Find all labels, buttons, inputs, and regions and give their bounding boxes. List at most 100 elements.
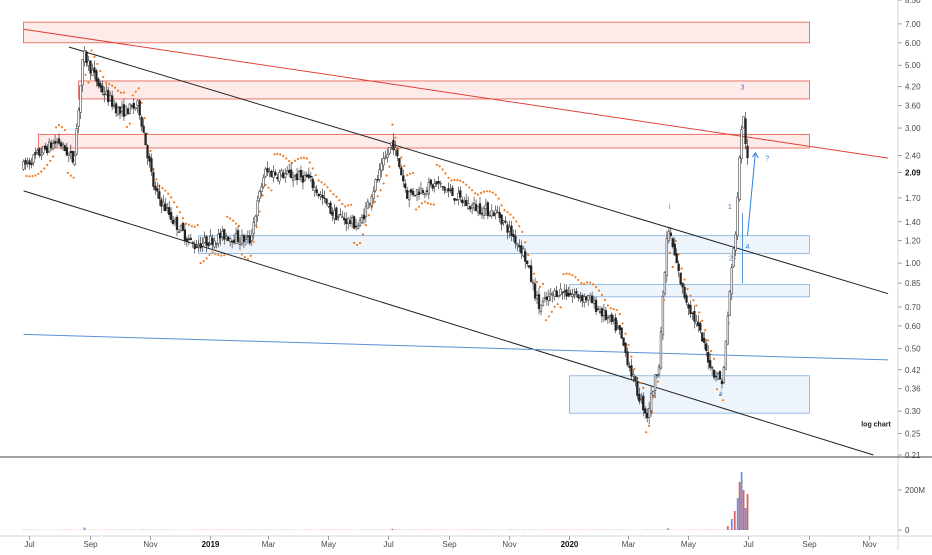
candle-body	[188, 239, 190, 240]
candle-body	[701, 333, 703, 342]
candle-body	[190, 238, 192, 240]
candle-body	[351, 217, 353, 223]
sar-dot	[692, 299, 694, 301]
sar-dot	[359, 242, 361, 244]
sar-dot	[46, 164, 48, 166]
candle-body	[530, 266, 532, 281]
candle-body	[231, 241, 233, 242]
sar-dot	[586, 281, 588, 283]
candle-body	[103, 94, 105, 95]
sar-dot	[226, 216, 228, 218]
volume-tick-label: 200M	[905, 486, 925, 495]
candle-body	[286, 171, 288, 174]
candle-body	[196, 247, 198, 248]
candle-body	[139, 101, 141, 115]
candle-body	[544, 297, 546, 298]
candle-body	[44, 146, 46, 149]
candle-body	[133, 103, 135, 108]
sar-dot	[704, 329, 706, 331]
candle-body	[575, 291, 577, 293]
demand-zone-3	[569, 376, 809, 413]
candle-body	[310, 176, 312, 177]
sar-dot	[571, 274, 573, 276]
sar-dot	[208, 254, 210, 256]
candle-body	[603, 310, 605, 315]
candle-body	[619, 325, 621, 329]
sar-dot	[604, 299, 606, 301]
candle-body	[84, 50, 86, 61]
candle-body	[699, 323, 701, 330]
candle-body	[414, 195, 416, 196]
candle-body	[371, 197, 373, 206]
candle-body	[601, 308, 603, 316]
sar-dot	[465, 184, 467, 186]
candle-body	[412, 191, 414, 195]
candle-body	[265, 169, 267, 176]
candle-body	[668, 231, 670, 240]
candle-body	[745, 119, 747, 144]
candle-body	[107, 90, 109, 102]
candle-body	[29, 161, 31, 165]
candle-body	[688, 304, 690, 308]
candle-body	[66, 148, 68, 156]
candle-body	[74, 156, 76, 165]
candle-body	[577, 295, 579, 298]
candle-body	[664, 272, 666, 293]
sar-dot	[126, 126, 128, 128]
sar-dot	[453, 179, 455, 181]
candle-body	[715, 376, 717, 377]
candle-body	[170, 212, 172, 219]
candle-body	[243, 235, 245, 241]
candle-body	[420, 189, 422, 194]
sar-dot	[282, 155, 284, 157]
candle-body	[638, 394, 640, 401]
sar-dot	[415, 208, 417, 210]
candle-body	[640, 398, 642, 399]
volume-tick-label: 0	[905, 526, 910, 535]
candle-body	[245, 238, 247, 240]
candle-body	[493, 213, 495, 216]
candle-body	[599, 311, 601, 312]
sar-dot	[403, 165, 405, 167]
candle-body	[267, 168, 269, 171]
supply-zone-2	[79, 81, 810, 99]
candle-body	[369, 203, 371, 204]
sar-dot	[123, 92, 125, 94]
sar-dot	[406, 174, 408, 176]
candle-body	[489, 215, 491, 216]
candle-body	[129, 104, 131, 113]
sar-dot	[639, 382, 641, 384]
sar-dot	[551, 311, 553, 313]
time-tick-label: May	[321, 540, 336, 549]
candle-body	[357, 226, 359, 229]
sar-dot	[368, 214, 370, 216]
candle-body	[58, 139, 60, 144]
candle-body	[452, 188, 454, 196]
sar-dot	[353, 242, 355, 244]
candle-body	[520, 246, 522, 253]
candle-body	[314, 187, 316, 191]
sar-dot	[527, 254, 529, 256]
wave-label-1: i	[669, 204, 671, 211]
sar-dot	[518, 225, 520, 227]
candle-body	[711, 368, 713, 369]
candle-body	[375, 180, 377, 191]
sar-dot	[87, 82, 89, 84]
candle-body	[68, 154, 70, 156]
candle-body	[566, 290, 568, 297]
time-tick-label: Nov	[143, 540, 157, 549]
candle-body	[694, 311, 696, 321]
sar-dot	[161, 187, 163, 189]
sar-dot	[495, 194, 497, 196]
candle-body	[695, 321, 697, 324]
candle-body	[662, 296, 664, 335]
sar-dot	[55, 126, 57, 128]
candle-body	[56, 141, 58, 142]
candle-body	[70, 151, 72, 153]
sar-dot	[250, 255, 252, 257]
candle-body	[115, 104, 117, 113]
candle-body	[422, 190, 424, 192]
sar-dot	[710, 350, 712, 352]
sar-dot	[202, 260, 204, 262]
